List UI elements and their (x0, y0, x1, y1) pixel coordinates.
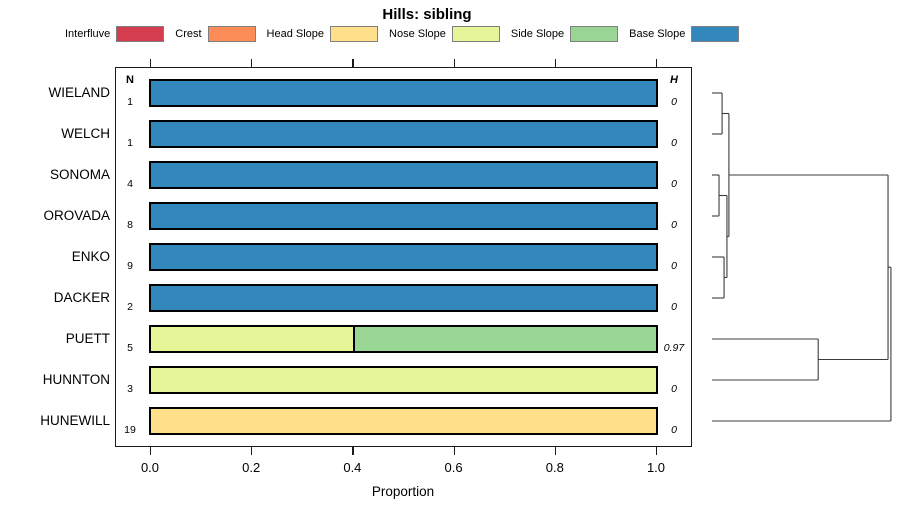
bar-segment (151, 245, 656, 269)
legend-item: Nose Slope (389, 26, 500, 42)
bar-segment (151, 286, 656, 310)
legend-label: Crest (175, 28, 202, 40)
h-value: 0 (671, 260, 677, 272)
x-axis-tick-label: 1.0 (646, 460, 666, 475)
x-axis-title: Proportion (371, 484, 435, 499)
h-value: 0.97 (663, 342, 685, 354)
bar-segment (151, 122, 656, 146)
legend-item: Head Slope (267, 26, 379, 42)
legend-item: Base Slope (629, 26, 740, 42)
bar-segment (151, 409, 656, 433)
x-axis-tick (656, 59, 658, 67)
bar (149, 284, 658, 312)
x-axis-tick (251, 447, 253, 455)
chart-title: Hills: sibling (382, 6, 472, 23)
bar-segment (151, 327, 353, 351)
row-label: WELCH (61, 126, 110, 141)
row-label: WIELAND (48, 85, 110, 100)
x-axis-tick-label: 0.6 (444, 460, 463, 475)
legend-item: Interfluve (65, 26, 165, 42)
row-label: PUETT (65, 331, 110, 346)
bar (149, 366, 658, 394)
bar (149, 161, 658, 189)
bar-segment (151, 368, 656, 392)
row-label: ENKO (71, 249, 110, 264)
x-axis-tick (453, 447, 455, 455)
bar (149, 79, 658, 107)
n-value: 1 (127, 137, 133, 149)
plot-frame (115, 67, 692, 447)
legend-item: Crest (175, 26, 256, 42)
legend-swatch (116, 26, 165, 42)
legend-swatch (691, 26, 740, 42)
n-value: 19 (124, 424, 136, 436)
legend-item: Side Slope (510, 26, 619, 42)
h-value: 0 (671, 383, 677, 395)
bar (149, 202, 658, 230)
n-value: 4 (127, 178, 133, 190)
legend-swatch (451, 26, 500, 42)
legend-swatch (207, 26, 256, 42)
bar (149, 325, 658, 353)
row-label: HUNNTON (42, 372, 110, 387)
col-header-n: N (126, 74, 134, 86)
row-label: DACKER (53, 290, 110, 305)
n-value: 9 (127, 260, 133, 272)
x-axis-tick-label: 0.8 (545, 460, 564, 475)
bar-segment (151, 204, 656, 228)
legend-label: Head Slope (266, 28, 325, 40)
n-value: 2 (127, 301, 133, 313)
x-axis-tick-label: 0.2 (242, 460, 261, 475)
legend-swatch (570, 26, 619, 42)
x-axis-tick (554, 447, 556, 455)
x-axis-tick-label: 0.4 (343, 460, 362, 475)
bar-segment (151, 163, 656, 187)
bar-segment (151, 81, 656, 105)
x-axis-tick (150, 59, 152, 67)
row-label: OROVADA (43, 208, 110, 223)
x-axis-tick (656, 447, 658, 455)
bar (149, 243, 658, 271)
bar (149, 120, 658, 148)
n-value: 1 (127, 96, 133, 108)
x-axis-tick-label: 0.0 (140, 460, 160, 475)
bar-segment (353, 327, 656, 351)
legend-label: Side Slope (510, 28, 565, 40)
h-value: 0 (671, 96, 677, 108)
row-label: SONOMA (49, 167, 110, 182)
n-value: 5 (127, 342, 133, 354)
x-axis-tick (150, 447, 152, 455)
legend-label: Nose Slope (389, 28, 446, 40)
h-value: 0 (671, 424, 677, 436)
row-label: HUNEWILL (40, 413, 110, 428)
n-value: 3 (127, 383, 133, 395)
x-axis-tick (554, 59, 556, 67)
x-axis-tick (251, 59, 253, 67)
bar (149, 407, 658, 435)
legend-label: Interfluve (65, 28, 111, 40)
h-value: 0 (671, 178, 677, 190)
x-axis-tick (352, 447, 354, 455)
legend-swatch (330, 26, 379, 42)
h-value: 0 (671, 137, 677, 149)
n-value: 8 (127, 219, 133, 231)
h-value: 0 (671, 301, 677, 313)
x-axis-tick (352, 59, 354, 67)
legend: Interfluve Crest Head Slope Nose Slope Side … (65, 26, 740, 42)
x-axis-tick (453, 59, 455, 67)
legend-label: Base Slope (629, 28, 686, 40)
col-header-h: H (670, 74, 678, 86)
h-value: 0 (671, 219, 677, 231)
